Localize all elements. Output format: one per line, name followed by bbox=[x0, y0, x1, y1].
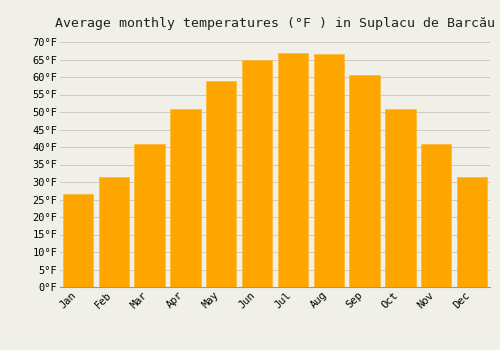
Bar bbox=[170, 108, 200, 287]
Bar bbox=[242, 60, 272, 287]
Bar bbox=[278, 52, 308, 287]
Bar bbox=[421, 144, 452, 287]
Bar bbox=[350, 75, 380, 287]
Title: Average monthly temperatures (°F ) in Suplacu de Barcău: Average monthly temperatures (°F ) in Su… bbox=[55, 17, 495, 30]
Bar bbox=[314, 54, 344, 287]
Bar bbox=[98, 177, 129, 287]
Bar bbox=[62, 194, 93, 287]
Bar bbox=[385, 108, 416, 287]
Bar bbox=[206, 80, 236, 287]
Bar bbox=[457, 177, 488, 287]
Bar bbox=[134, 144, 165, 287]
